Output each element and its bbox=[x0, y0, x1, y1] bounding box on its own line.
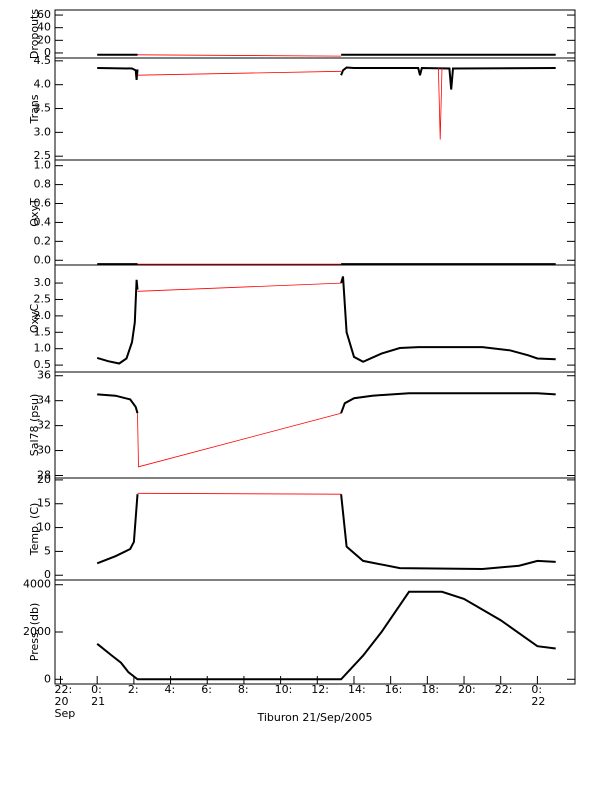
y-axis-label: OxyC bbox=[28, 304, 41, 334]
panel-frame bbox=[54, 159, 576, 266]
y-tick-label: 4.5 bbox=[34, 54, 52, 67]
data-line bbox=[96, 590, 556, 681]
data-line bbox=[137, 412, 342, 468]
panel-frame bbox=[54, 9, 576, 59]
panel-frame bbox=[54, 579, 576, 685]
y-tick-label: 3.0 bbox=[34, 125, 52, 138]
y-tick-label: 5 bbox=[44, 544, 51, 557]
y-tick-label: 0.8 bbox=[34, 178, 52, 191]
y-tick-label: 20 bbox=[37, 33, 51, 46]
x-tick-label: 6: bbox=[201, 683, 212, 696]
panel-frame bbox=[54, 371, 576, 479]
y-axis-label: Press. (db) bbox=[28, 603, 41, 662]
x-tick-label: 22: bbox=[495, 683, 513, 696]
y-tick-label: 60 bbox=[37, 8, 51, 21]
panel-frame bbox=[54, 264, 576, 373]
data-line bbox=[137, 70, 342, 76]
x-tick-date: 22 bbox=[531, 695, 545, 708]
data-line bbox=[97, 66, 556, 90]
x-tick-label: 18: bbox=[421, 683, 439, 696]
y-axis-label: Dropouts bbox=[28, 9, 41, 59]
y-tick-label: 4.0 bbox=[34, 78, 52, 91]
x-axis-label: Tiburon 21/Sep/2005 bbox=[256, 711, 372, 724]
y-tick-label: 0.5 bbox=[34, 358, 52, 371]
y-tick-label: 0.0 bbox=[34, 253, 52, 266]
x-tick-label: 8: bbox=[238, 683, 249, 696]
y-tick-label: 40 bbox=[37, 21, 51, 34]
data-line bbox=[137, 492, 342, 495]
x-tick-label: 2: bbox=[128, 683, 139, 696]
data-line bbox=[97, 392, 556, 414]
y-tick-label: 1.0 bbox=[34, 342, 52, 355]
y-tick-label: 30 bbox=[37, 444, 51, 457]
x-tick-date: 21 bbox=[91, 695, 105, 708]
x-tick-label: 0: bbox=[531, 683, 542, 696]
panel-frame bbox=[54, 477, 576, 581]
x-tick-label: 0: bbox=[91, 683, 102, 696]
y-tick-label: 34 bbox=[37, 394, 51, 407]
x-tick-label: 12: bbox=[311, 683, 329, 696]
y-tick-label: 0.2 bbox=[34, 234, 52, 247]
data-line bbox=[96, 494, 556, 571]
y-tick-label: 2.0 bbox=[34, 309, 52, 322]
panel-frame bbox=[54, 57, 576, 161]
data-line bbox=[137, 54, 342, 57]
y-tick-label: 36 bbox=[37, 369, 51, 382]
y-tick-label: 0 bbox=[44, 46, 51, 59]
y-tick-label: 0.4 bbox=[34, 215, 52, 228]
y-tick-label: 2000 bbox=[23, 625, 51, 638]
y-tick-label: 3.0 bbox=[34, 276, 52, 289]
x-tick-date: Sep bbox=[55, 707, 76, 720]
y-tick-label: 2.5 bbox=[34, 149, 52, 162]
y-tick-label: 15 bbox=[37, 497, 51, 510]
y-axis-label: OxyT bbox=[28, 198, 41, 227]
y-tick-label: 4000 bbox=[23, 578, 51, 591]
y-tick-label: 28 bbox=[37, 469, 51, 482]
x-tick-label: 4: bbox=[165, 683, 176, 696]
x-tick-label: 22: bbox=[55, 683, 73, 696]
x-tick-label: 20: bbox=[458, 683, 476, 696]
y-tick-label: 32 bbox=[37, 419, 51, 432]
y-tick-label: 1.5 bbox=[34, 325, 52, 338]
x-tick-label: 10: bbox=[275, 683, 293, 696]
y-axis-label: Temp. (C) bbox=[28, 503, 41, 557]
y-tick-label: 0 bbox=[44, 568, 51, 581]
y-tick-label: 1.0 bbox=[34, 159, 52, 172]
y-tick-label: 3.5 bbox=[34, 102, 52, 115]
x-tick-label: 14: bbox=[348, 683, 366, 696]
y-tick-label: 20 bbox=[37, 473, 51, 486]
data-line bbox=[438, 67, 443, 140]
y-tick-label: 10 bbox=[37, 521, 51, 534]
y-tick-label: 0.6 bbox=[34, 197, 52, 210]
data-line bbox=[137, 282, 342, 292]
y-tick-label: 2.5 bbox=[34, 292, 52, 305]
y-axis-label: Trans bbox=[28, 94, 41, 124]
x-tick-label: 16: bbox=[385, 683, 403, 696]
data-line bbox=[96, 276, 556, 365]
x-tick-date: 20 bbox=[55, 695, 69, 708]
y-tick-label: 0 bbox=[44, 672, 51, 685]
y-axis-label: Sal78 (psu) bbox=[28, 394, 41, 457]
